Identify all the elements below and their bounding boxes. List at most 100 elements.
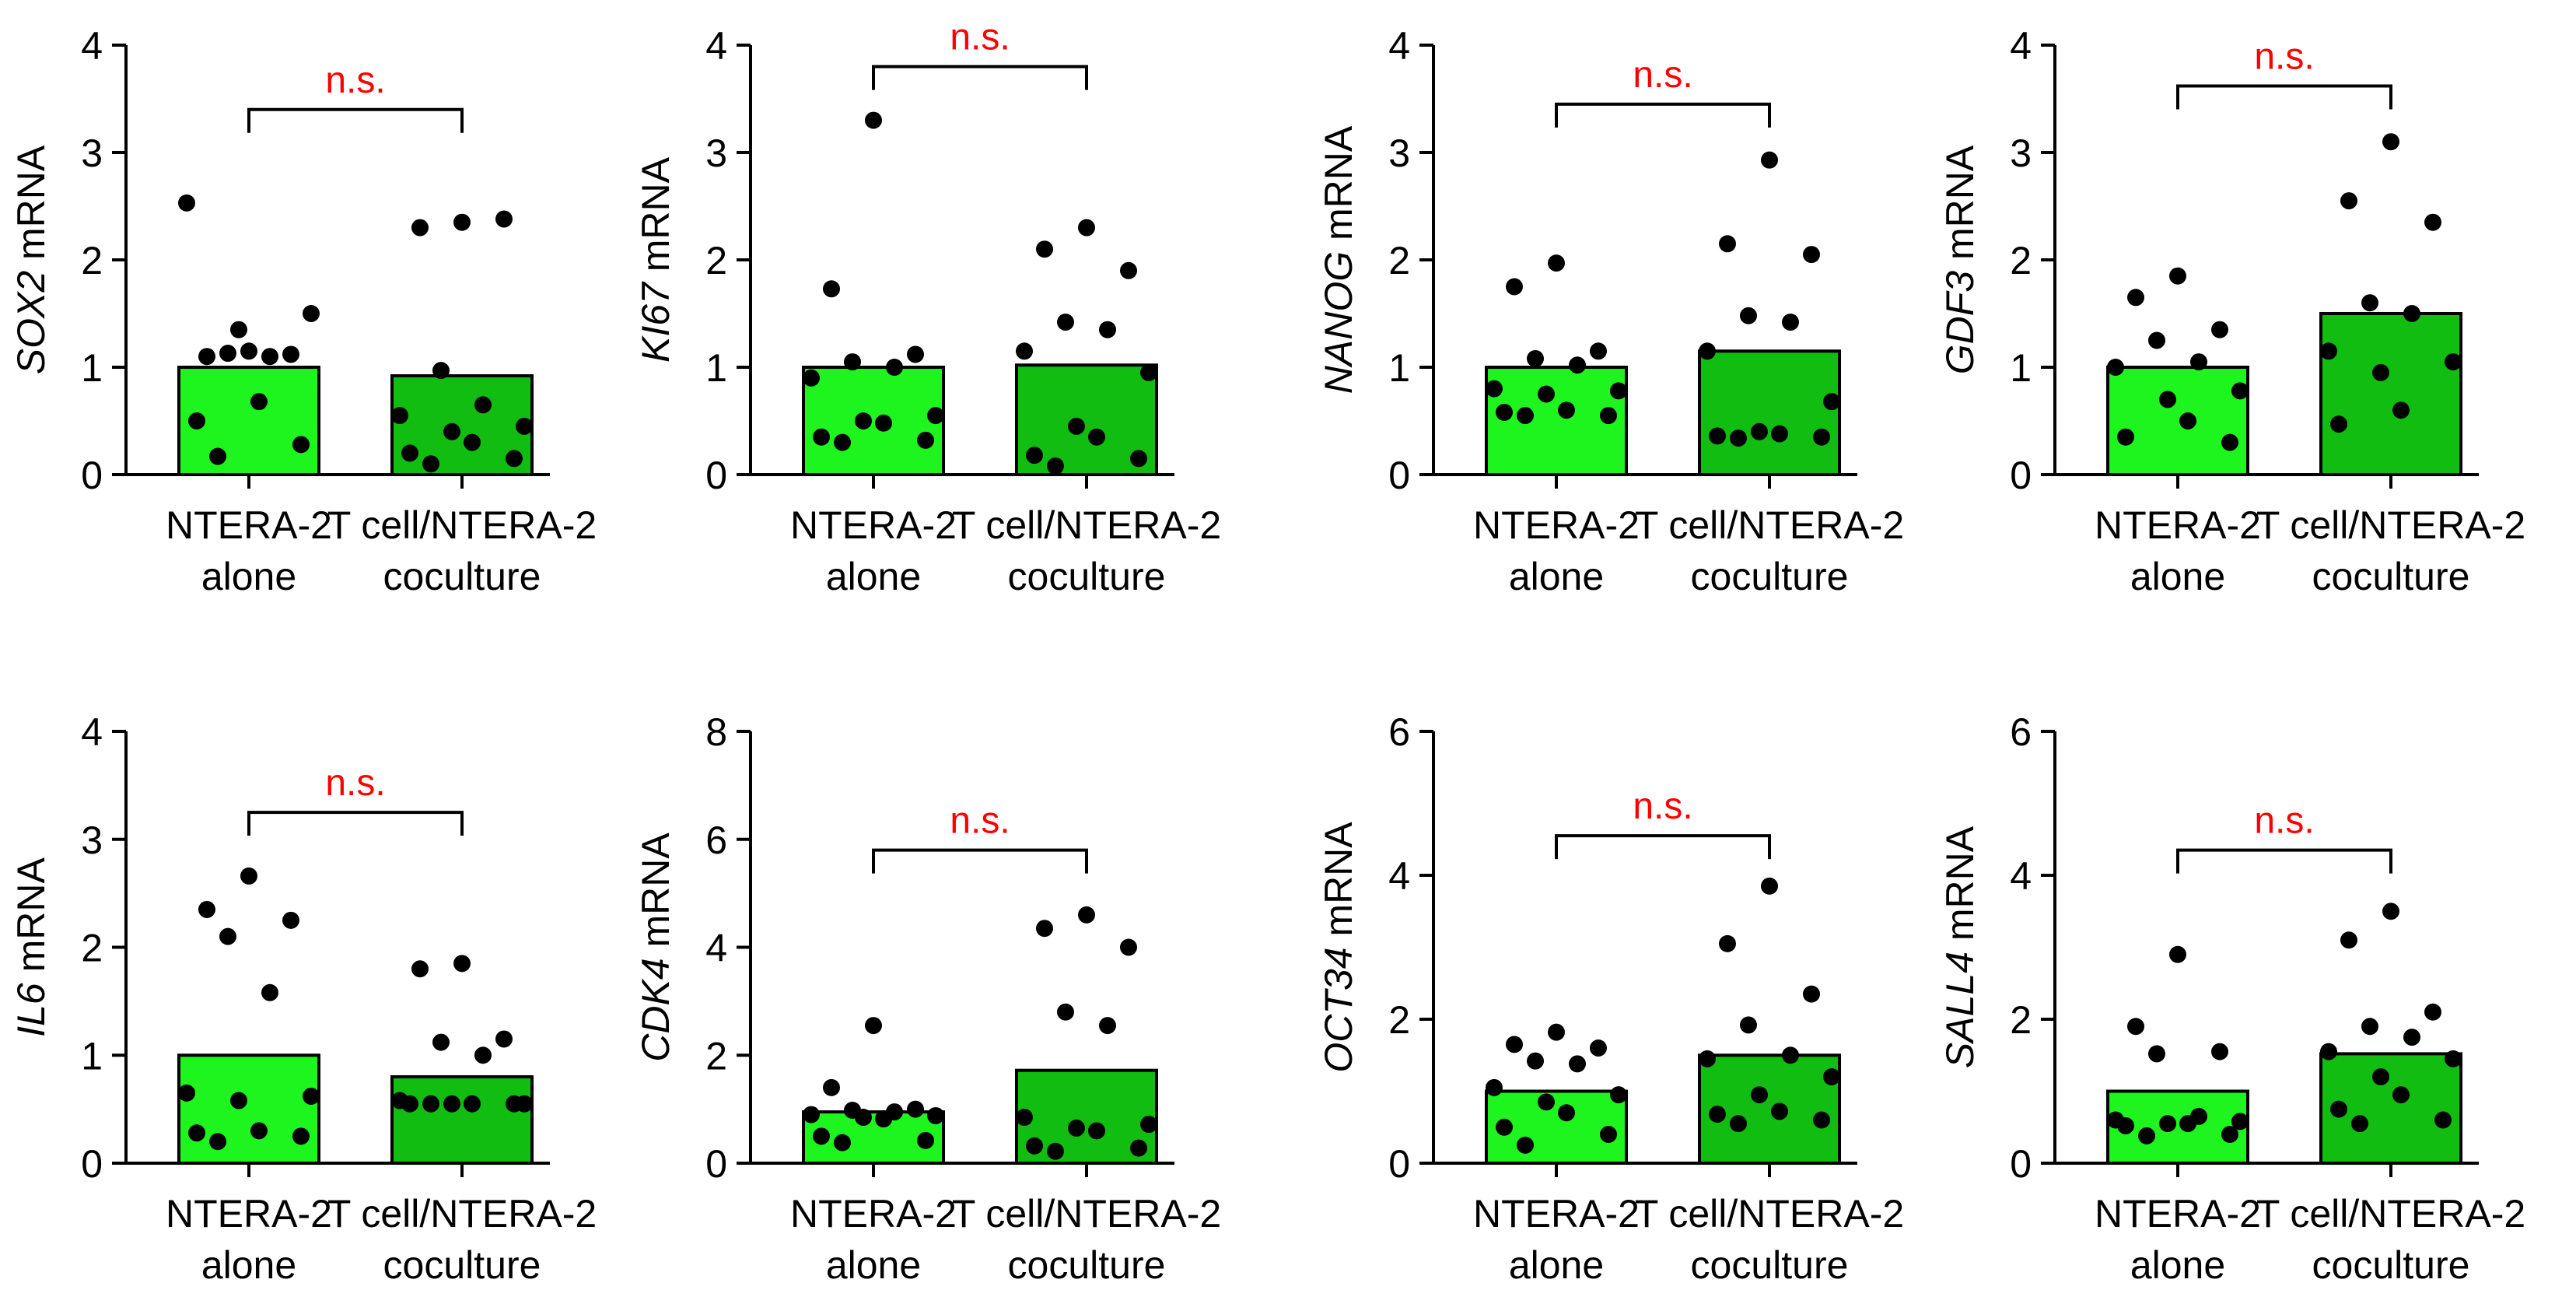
data-point-alone (834, 433, 851, 451)
data-point-alone (927, 407, 944, 425)
y-axis-label-suffix: mRNA (1938, 145, 1982, 271)
significance-bracket (1555, 834, 1771, 860)
y-tick-label: 2 (1388, 239, 1410, 282)
data-point-alone (1590, 1039, 1607, 1057)
x-category-label-line2: coculture (383, 1243, 541, 1287)
x-category-label-line1: T cell/NTERA-2 (1635, 503, 1904, 547)
y-tick-label: 2 (705, 239, 727, 282)
data-point-coculture (1813, 1111, 1830, 1129)
data-point-alone (2117, 1116, 2134, 1134)
data-point-alone (1610, 1086, 1627, 1104)
y-tick-label: 1 (1388, 346, 1410, 390)
data-point-alone (1590, 342, 1607, 360)
y-axis-label-suffix: mRNA (9, 857, 53, 983)
data-point-alone (917, 1131, 934, 1149)
y-axis-label-gene: OCT34 (1317, 947, 1360, 1072)
significance-label: n.s. (1633, 54, 1692, 96)
data-point-alone (2211, 1043, 2228, 1060)
data-point-alone (198, 348, 215, 366)
significance-label: n.s. (325, 60, 385, 101)
data-point-coculture (1099, 1017, 1116, 1035)
y-tick-label: 0 (2010, 1142, 2032, 1186)
data-point-alone (865, 111, 882, 129)
y-axis-label: CDK4 mRNA (634, 833, 677, 1062)
data-point-coculture (1026, 1137, 1043, 1155)
data-point-coculture (1078, 219, 1095, 237)
x-category-label-line1: T cell/NTERA-2 (952, 1192, 1221, 1236)
y-tick-label: 1 (705, 346, 727, 390)
bar-coculture (390, 1075, 534, 1165)
data-point-coculture (1730, 1115, 1747, 1133)
data-point-coculture (1140, 363, 1157, 381)
data-point-alone (2148, 331, 2165, 349)
data-point-coculture (495, 1030, 513, 1048)
bar-coculture (1698, 349, 1841, 476)
data-point-alone (2159, 1115, 2176, 1133)
y-axis-label-gene: CDK4 (634, 958, 677, 1061)
x-category-label-line1: NTERA-2 (2095, 503, 2261, 547)
data-point-coculture (2424, 213, 2441, 231)
data-point-alone (834, 1134, 851, 1152)
y-tick-label: 6 (1388, 710, 1410, 754)
y-tick-label: 4 (705, 927, 727, 970)
y-tick-label: 2 (705, 1034, 727, 1078)
y-axis-label-gene: SALL4 (1938, 952, 1982, 1068)
x-category-label-line1: T cell/NTERA-2 (327, 503, 597, 547)
data-point-coculture (411, 219, 429, 237)
data-point-coculture (1709, 1106, 1726, 1123)
data-point-coculture (1088, 428, 1105, 446)
x-category-label-line1: NTERA-2 (1473, 1192, 1640, 1236)
data-point-alone (261, 348, 278, 366)
data-point-coculture (1699, 342, 1716, 360)
data-point-alone (1527, 1052, 1544, 1070)
data-point-alone (2231, 1113, 2249, 1130)
y-axis-label-suffix: mRNA (634, 156, 677, 282)
data-point-alone (1496, 1118, 1513, 1136)
data-point-alone (1600, 1126, 1617, 1143)
y-tick-label: 3 (705, 131, 727, 175)
data-point-alone (1548, 1023, 1565, 1041)
significance-bracket (247, 811, 464, 836)
data-point-coculture (2351, 1115, 2368, 1133)
data-point-alone (1558, 401, 1575, 419)
data-point-alone (1569, 1055, 1586, 1073)
y-axis-label: NANOG mRNA (1317, 125, 1360, 394)
chart-panel-cdk4: 0 2 4 6 8 NTERA-2 alone T cell/NTERA-2 coculture… (634, 710, 1221, 1287)
y-tick-label: 0 (1388, 1142, 1410, 1186)
data-point-alone (1527, 349, 1544, 367)
data-point-alone (2107, 359, 2124, 376)
data-point-coculture (453, 213, 471, 231)
data-point-alone (1506, 278, 1523, 296)
data-point-coculture (1068, 417, 1085, 435)
data-point-coculture (2403, 1029, 2420, 1046)
x-category-label-line2: coculture (383, 555, 541, 598)
x-category-label-line2: coculture (1691, 555, 1849, 598)
y-axis-label-suffix: mRNA (1317, 125, 1360, 251)
data-point-alone (2179, 412, 2196, 429)
data-point-coculture (1751, 422, 1768, 440)
data-point-coculture (1782, 314, 1799, 331)
data-point-coculture (391, 407, 408, 425)
y-tick-label: 3 (81, 819, 103, 862)
data-point-alone (2221, 433, 2238, 451)
y-tick-label: 6 (705, 819, 727, 862)
data-point-alone (292, 1127, 310, 1145)
data-point-coculture (1771, 1102, 1788, 1120)
y-tick-label: 4 (81, 710, 103, 754)
y-tick-label: 6 (2010, 710, 2032, 754)
data-point-alone (907, 345, 924, 363)
data-point-coculture (495, 210, 513, 228)
bar-coculture (2319, 312, 2462, 476)
y-tick-label: 2 (2010, 239, 2032, 282)
y-axis-label-gene: GDF3 (1938, 271, 1982, 375)
x-category-label-line1: NTERA-2 (790, 1192, 957, 1236)
data-point-alone (1496, 403, 1513, 421)
data-point-alone (2127, 289, 2144, 307)
y-tick-label: 0 (705, 1142, 727, 1186)
data-point-coculture (1120, 261, 1137, 279)
significance-label: n.s. (950, 17, 1010, 58)
data-point-alone (927, 1106, 944, 1124)
data-point-alone (865, 1017, 882, 1035)
data-point-coculture (2372, 1068, 2389, 1085)
data-point-alone (1517, 1136, 1534, 1154)
